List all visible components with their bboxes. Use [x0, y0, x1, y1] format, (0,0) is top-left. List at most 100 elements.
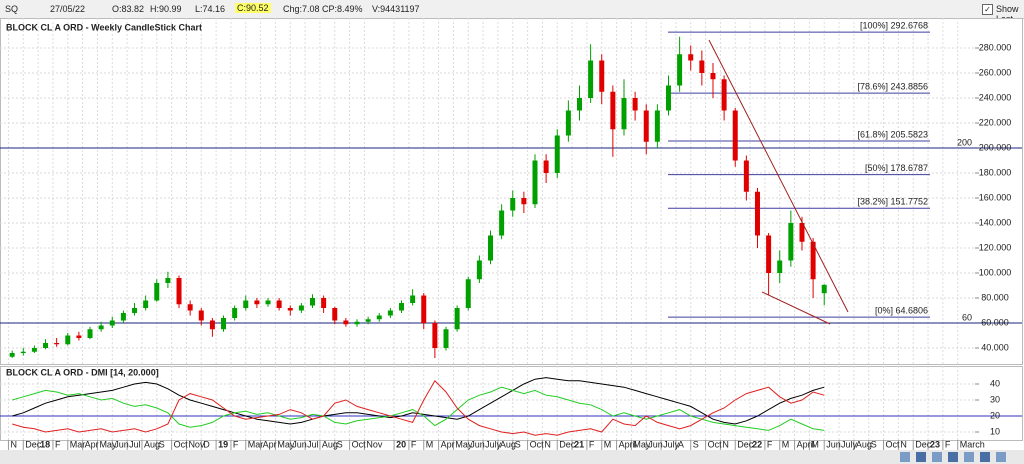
x-tick-label: July — [485, 439, 502, 449]
reference-label: 200 — [957, 137, 972, 147]
open: O:83.82 — [112, 4, 145, 14]
x-tick-label: 23 — [930, 439, 940, 449]
candle-body — [343, 320, 349, 325]
x-tick-label: July — [663, 439, 680, 449]
x-tick-label: Oct — [352, 439, 367, 449]
x-tick-label: April — [619, 439, 637, 449]
candle-body — [554, 135, 560, 173]
candle-body — [721, 79, 727, 111]
candle-body — [109, 320, 115, 326]
candle-body — [410, 295, 416, 303]
candle-body — [232, 308, 238, 318]
y-tick-label: 40 — [990, 378, 1000, 388]
date: 27/05/22 — [50, 4, 86, 14]
chart: 40.000 60.000 80.000 100.000 120.000 140.000 1… — [0, 18, 1024, 464]
candle-body — [387, 310, 393, 316]
change: Chg:7.08 — [283, 4, 320, 14]
y-tick-label: 260.000 — [979, 67, 1012, 77]
x-tick-label: S — [337, 439, 343, 449]
candle-body — [98, 325, 104, 330]
main-panel — [0, 18, 1023, 365]
x-tick-label: Jun — [114, 439, 129, 449]
x-tick-label: F — [589, 439, 595, 449]
y-tick-label: 40.000 — [981, 342, 1009, 352]
y-tick-label: 240.000 — [979, 92, 1012, 102]
x-tick-label: N — [900, 439, 907, 449]
x-tick-label: Jul — [129, 439, 141, 449]
candle-body — [399, 303, 405, 311]
x-tick-label: A — [678, 439, 684, 449]
y-tick-label: 220.000 — [979, 117, 1012, 127]
x-tick-label: F — [233, 439, 239, 449]
candle-body — [565, 110, 571, 136]
x-tick-label: Jun — [648, 439, 663, 449]
x-tick-label: F — [767, 439, 773, 449]
x-tick-label: 22 — [752, 439, 762, 449]
y-tick-label: 80.000 — [981, 292, 1009, 302]
x-tick-label: Nov — [188, 439, 205, 449]
y-tick-label: 30 — [990, 394, 1000, 404]
symbol: SQ — [5, 4, 19, 14]
scroll-button[interactable] — [948, 452, 958, 462]
x-tick-label: May — [277, 439, 295, 449]
main-title: BLOCK CL A ORD - Weekly CandleStick Char… — [6, 22, 202, 32]
x-tick-label: N — [722, 439, 729, 449]
x-tick-label: March — [960, 439, 985, 449]
x-tick-label: July — [841, 439, 858, 449]
dmi-panel — [0, 366, 1023, 441]
x-tick-label: April — [797, 439, 815, 449]
x-tick-label: Oct — [174, 439, 189, 449]
candle-body — [31, 348, 37, 352]
scroll-button[interactable] — [932, 452, 942, 462]
candle-body — [187, 304, 193, 311]
x-tick-label: Apr — [441, 439, 455, 449]
x-tick-label: Jun — [826, 439, 841, 449]
candle-body — [276, 300, 282, 308]
candle-body — [254, 300, 260, 305]
scroll-button[interactable] — [900, 452, 910, 462]
low: L:74.16 — [195, 4, 226, 14]
volume: V:94431197 — [372, 4, 420, 14]
fib-label: [100%] 292.6768 — [860, 21, 928, 31]
x-tick-label: Aug — [322, 439, 338, 449]
x-tick-label: Jun — [292, 439, 307, 449]
x-tick-label: Mar — [70, 439, 86, 449]
candle-body — [310, 298, 316, 306]
toolbar: SQ 27/05/22 O:83.82 H:90.99 L:74.16 C:90… — [0, 0, 1024, 24]
x-tick-label: May — [633, 439, 651, 449]
candle-body — [43, 343, 49, 348]
candle-body — [221, 318, 227, 330]
scroll-button[interactable] — [964, 452, 974, 462]
candle-body — [532, 160, 538, 205]
scroll-button[interactable] — [980, 452, 990, 462]
y-tick-label: 140.000 — [979, 217, 1012, 227]
candle-body — [643, 110, 649, 142]
candle-body — [176, 278, 182, 305]
scroll-button[interactable] — [916, 452, 926, 462]
candle-body — [443, 329, 449, 348]
candle-body — [209, 320, 215, 330]
high: H:90.99 — [150, 4, 182, 14]
candle-body — [365, 319, 371, 322]
close: C:90.52 — [235, 3, 271, 13]
candle-body — [610, 91, 616, 130]
candle-body — [20, 351, 26, 353]
y-tick-label: 20 — [990, 410, 1000, 420]
x-tick-label: Dec — [915, 439, 932, 449]
candle-body — [688, 54, 694, 61]
candle-body — [821, 284, 827, 294]
candle-body — [54, 343, 60, 345]
scrollbar[interactable] — [0, 450, 1024, 464]
show-last-checkbox[interactable]: ✓ — [982, 4, 993, 15]
x-tick-label: Aug — [144, 439, 160, 449]
dmi-line — [12, 377, 825, 425]
x-tick-label: M — [604, 439, 612, 449]
candle-body — [677, 54, 683, 86]
y-tick-label: 100.000 — [979, 267, 1012, 277]
candle-body — [243, 300, 249, 308]
dmi-lines — [12, 377, 825, 436]
fib-label: [38.2%] 151.7752 — [857, 197, 928, 207]
x-tick-label: M — [426, 439, 434, 449]
scroll-button[interactable] — [996, 452, 1006, 462]
